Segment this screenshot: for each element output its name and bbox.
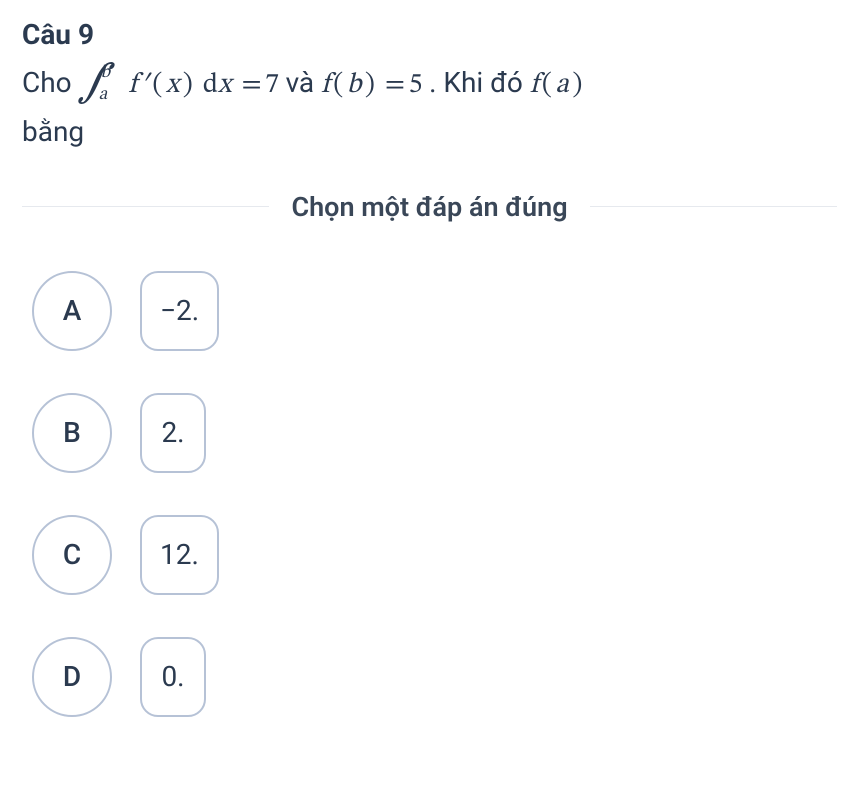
divider-right (590, 206, 837, 207)
math-expression-3: f ( a ) (530, 71, 583, 99)
fa-f: f (530, 71, 539, 99)
fa-arg: a (555, 71, 568, 99)
fb-arg: b (347, 71, 362, 99)
option-value-a[interactable]: −2. (140, 271, 219, 351)
divider-left (22, 206, 269, 207)
integrand-prime: ′ (141, 71, 149, 99)
options-list: A −2. B 2. C 12. D 0. (22, 271, 837, 717)
diff-d: d (203, 71, 218, 99)
instruction-text: Chọn một đáp án đúng (269, 191, 589, 223)
eq1-rhs: 7 (265, 71, 279, 99)
option-value-b[interactable]: 2. (140, 393, 206, 473)
and-word: và (286, 66, 322, 99)
option-letter-c[interactable]: C (32, 515, 112, 595)
option-row-b: B 2. (32, 393, 837, 473)
math-expression-2: f ( b ) = 5 (321, 71, 429, 99)
option-row-c: C 12. (32, 515, 837, 595)
integrand-var: x (166, 71, 179, 99)
fb-rhs: 5 (409, 71, 423, 99)
integral-lower: a (99, 81, 108, 110)
integral-symbol: ∫ b a (79, 61, 109, 110)
fb-f: f (321, 71, 330, 99)
question-stem: Cho ∫ b a f ′ ( x ) dx = 7 và f ( b ) = … (22, 61, 837, 155)
instruction-row: Chọn một đáp án đúng (22, 191, 837, 223)
then-word: . Khi đó (429, 66, 530, 99)
math-expression-1: ∫ b a f ′ ( x ) dx = 7 (79, 71, 286, 99)
question-number: Câu 9 (22, 18, 837, 51)
diff-var: x (218, 71, 231, 99)
option-row-a: A −2. (32, 271, 837, 351)
integrand-f: f (128, 71, 137, 99)
option-row-d: D 0. (32, 637, 837, 717)
option-value-c[interactable]: 12. (140, 515, 219, 595)
option-value-d[interactable]: 0. (140, 637, 206, 717)
option-letter-a[interactable]: A (32, 271, 112, 351)
stem-suffix: bằng (22, 115, 84, 148)
option-letter-b[interactable]: B (32, 393, 112, 473)
option-letter-d[interactable]: D (32, 637, 112, 717)
stem-prefix: Cho (22, 66, 79, 99)
